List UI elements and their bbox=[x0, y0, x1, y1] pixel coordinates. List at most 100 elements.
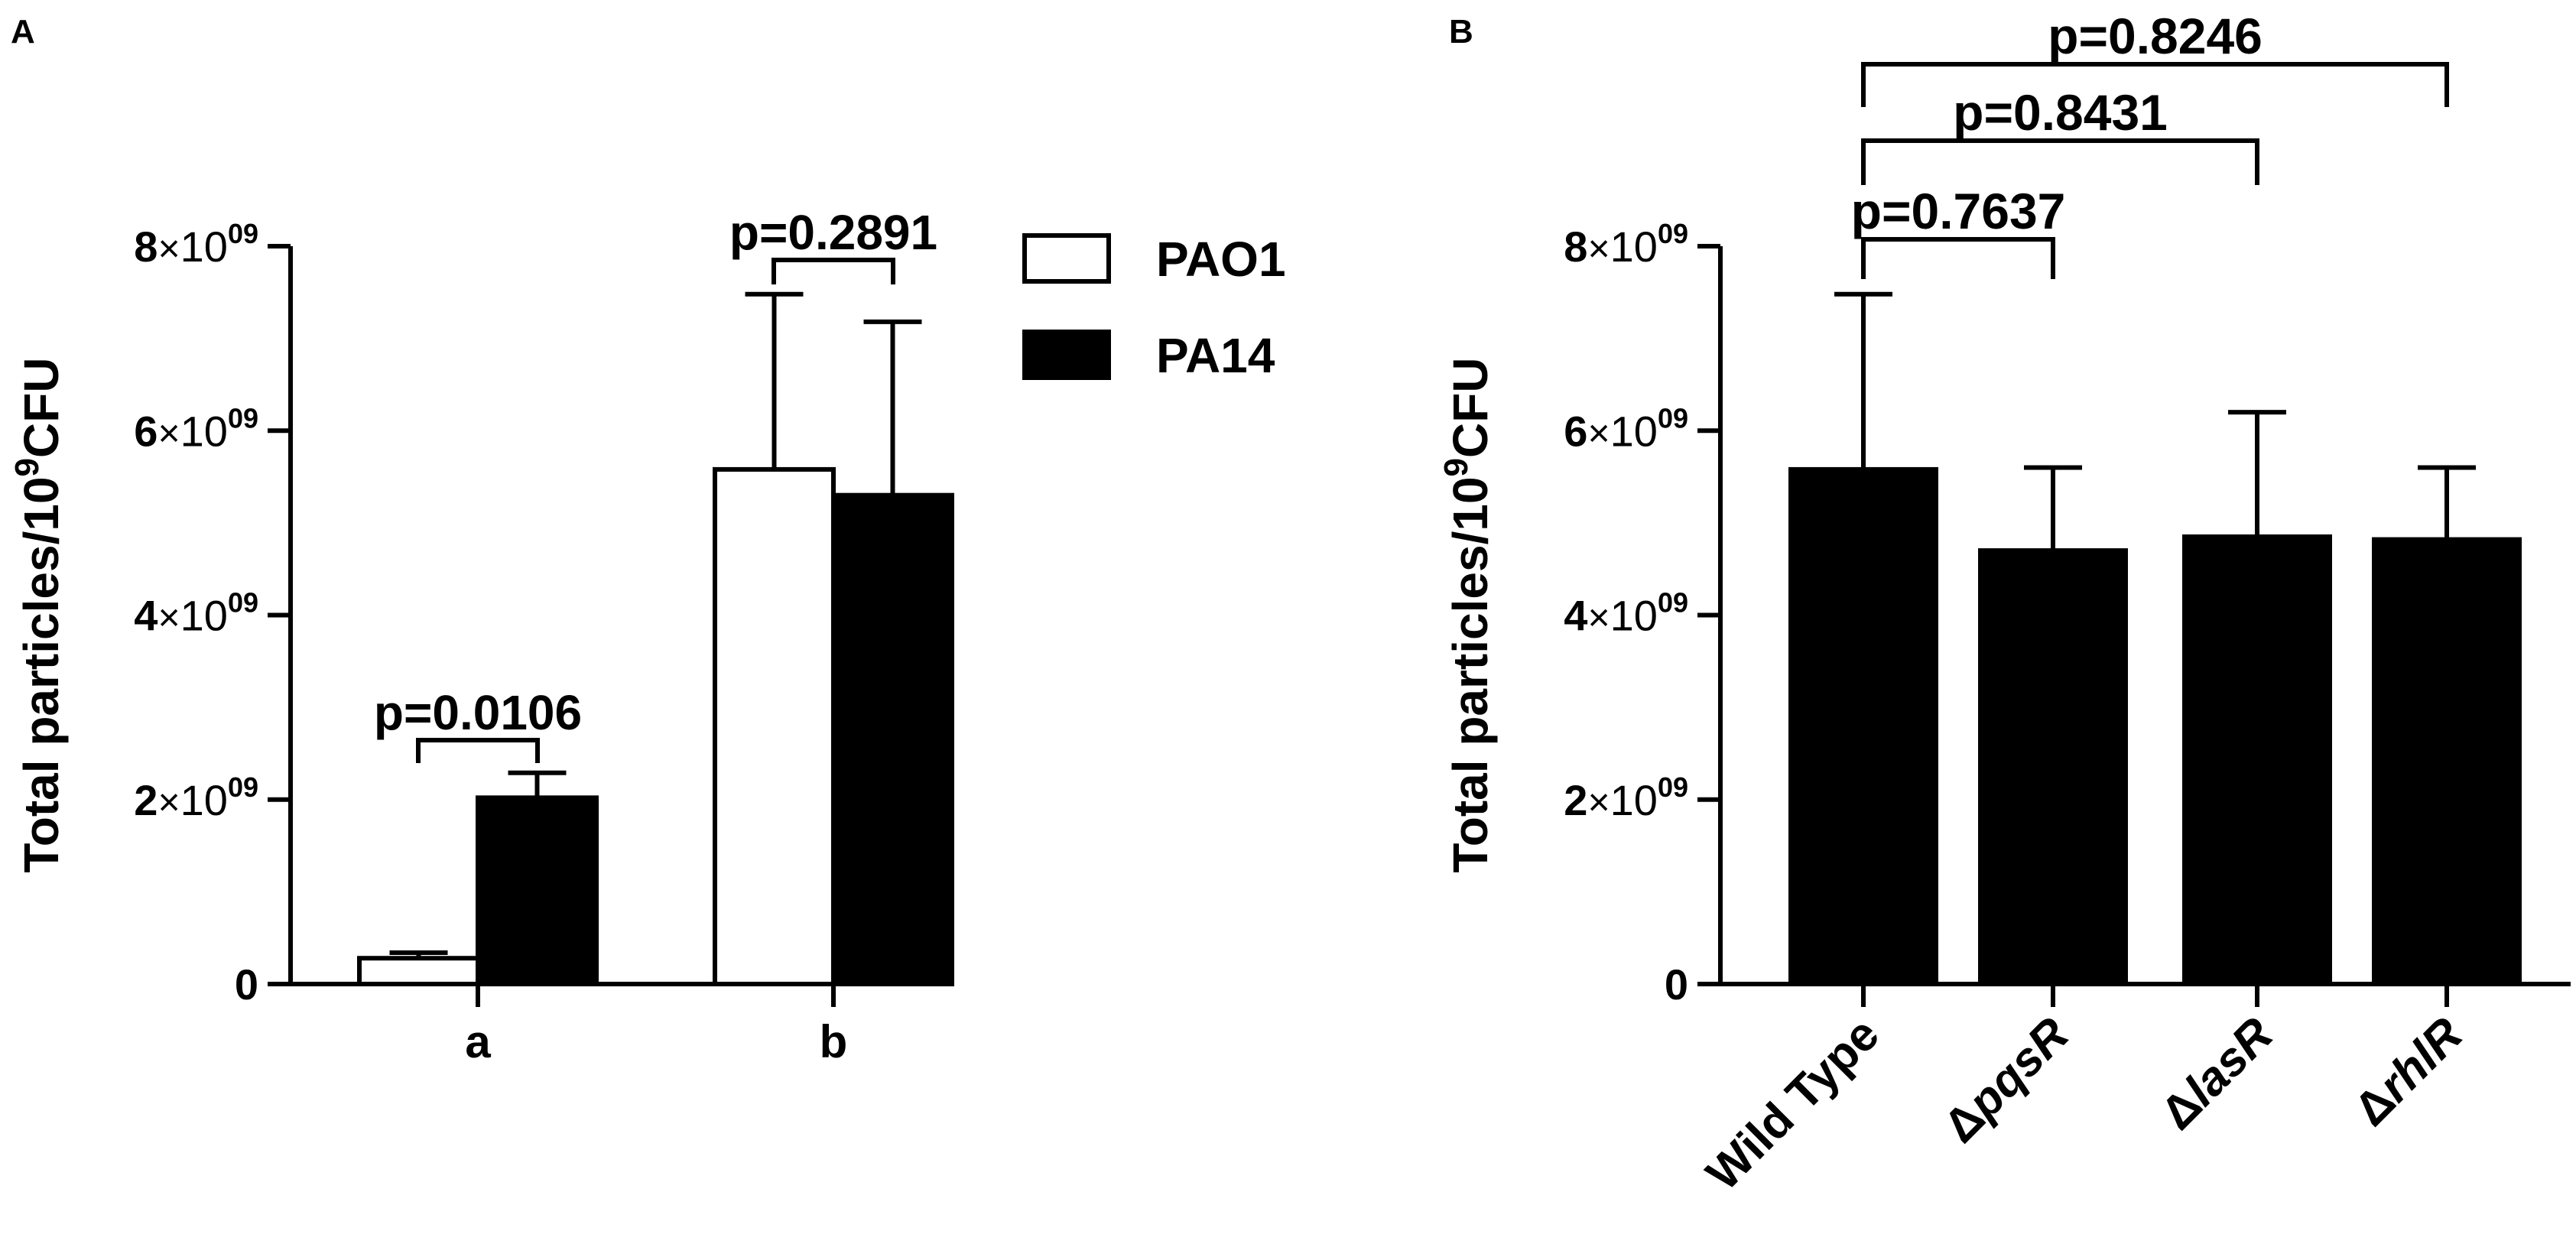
bracket-line bbox=[1861, 62, 2449, 107]
y-tick-exponent: 09 bbox=[1658, 771, 1688, 803]
y-tick-mantissa: 8 bbox=[134, 222, 158, 271]
series-pa14 bbox=[476, 319, 954, 987]
legend-swatch bbox=[1022, 233, 1111, 284]
y-tick-times: × bbox=[158, 227, 180, 270]
significance-bracket: p=0.0106 bbox=[374, 685, 582, 763]
y-axis-title-text: Total particles/10 bbox=[1443, 476, 1498, 872]
y-tick-times: × bbox=[1587, 596, 1610, 639]
significance-annotations: p=0.7637 p=0.8431 p=0.8246 bbox=[1851, 8, 2449, 279]
y-tick-times: × bbox=[1587, 781, 1610, 823]
x-tick-label: ΔrhlR bbox=[2344, 1008, 2473, 1136]
y-tick-exponent: 09 bbox=[228, 771, 258, 803]
p-value-label: p=0.8431 bbox=[1953, 84, 2168, 141]
y-tick-mantissa: 2 bbox=[1564, 776, 1587, 824]
panel-label: A bbox=[11, 13, 35, 50]
y-tick-label: 8×1009 bbox=[134, 218, 258, 271]
y-tick-exponent: 09 bbox=[228, 402, 258, 434]
p-value-label: p=0.7637 bbox=[1851, 183, 2066, 239]
y-tick-exponent: 09 bbox=[1658, 587, 1688, 619]
bracket-line bbox=[772, 258, 895, 284]
bar bbox=[1978, 548, 2128, 986]
error-bar bbox=[745, 291, 804, 469]
y-tick-mantissa: 6 bbox=[1564, 407, 1587, 455]
y-tick-mantissa: 0 bbox=[1665, 960, 1688, 1009]
legend-label: PA14 bbox=[1156, 328, 1275, 383]
y-tick-base: 10 bbox=[1610, 407, 1658, 455]
bar bbox=[1788, 466, 1938, 986]
y-tick-base: 10 bbox=[180, 592, 228, 640]
significance-bracket: p=0.7637 bbox=[1851, 183, 2066, 279]
error-bar bbox=[2418, 465, 2476, 540]
y-tick-times: × bbox=[158, 411, 180, 454]
error-bar bbox=[2228, 410, 2286, 537]
y-tick-times: × bbox=[1587, 227, 1610, 270]
panel-label: B bbox=[1449, 13, 1473, 50]
y-axis-title-superscript: 9 bbox=[1437, 458, 1475, 476]
y-tick-exponent: 09 bbox=[1658, 402, 1688, 434]
p-value-label: p=0.8246 bbox=[2048, 8, 2263, 64]
y-axis-title-text: Total particles/10 bbox=[14, 476, 69, 872]
x-axis: Wild Type ΔpqsR ΔlasR ΔrhlR bbox=[1697, 982, 2571, 1200]
bracket-line bbox=[1861, 138, 2259, 185]
y-tick-exponent: 09 bbox=[1658, 218, 1688, 249]
series-pao1 bbox=[357, 291, 836, 986]
y-tick-base: 10 bbox=[1610, 592, 1658, 640]
x-tick-name: Wild Type bbox=[1697, 1008, 1889, 1200]
error-bar bbox=[1834, 291, 1892, 469]
bar bbox=[2182, 534, 2332, 986]
y-tick-times: × bbox=[158, 781, 180, 823]
x-tick-label: a bbox=[465, 1016, 491, 1067]
y-axis-title-unit: CFU bbox=[1443, 357, 1498, 458]
y-tick-label: 6×1009 bbox=[1564, 402, 1688, 455]
y-tick-label: 8×1009 bbox=[1564, 218, 1688, 271]
y-tick-exponent: 09 bbox=[228, 218, 258, 249]
bar bbox=[357, 956, 480, 986]
y-tick-mantissa: 8 bbox=[1564, 222, 1587, 271]
y-tick-label: 0 bbox=[1665, 960, 1688, 1009]
y-axis-title-unit: CFU bbox=[14, 357, 69, 458]
y-tick-base: 10 bbox=[1610, 776, 1658, 824]
plot-area bbox=[357, 291, 954, 987]
bar bbox=[2372, 537, 2522, 986]
y-tick-exponent: 09 bbox=[228, 587, 258, 619]
plot-area bbox=[1788, 291, 2522, 986]
y-tick-times: × bbox=[158, 596, 180, 639]
y-tick-base: 10 bbox=[180, 776, 228, 824]
error-bar bbox=[2024, 465, 2082, 551]
y-tick-label: 0 bbox=[235, 960, 258, 1009]
x-tick-label: Wild Type bbox=[1697, 1008, 1889, 1200]
legend: PAO1 PA14 bbox=[1022, 232, 1286, 383]
y-tick-mantissa: 0 bbox=[235, 960, 258, 1009]
y-axis-title-superscript: 9 bbox=[8, 458, 46, 476]
y-axis-title: Total particles/109CFU bbox=[8, 357, 69, 872]
y-tick-label: 2×1009 bbox=[134, 771, 258, 824]
p-value-label: p=0.2891 bbox=[729, 205, 937, 260]
significance-bracket: p=0.8246 bbox=[1861, 8, 2449, 107]
y-tick-label: 4×1009 bbox=[1564, 587, 1688, 640]
error-bar bbox=[508, 770, 567, 798]
x-tick-label: ΔlasR bbox=[2151, 1008, 2283, 1140]
y-tick-mantissa: 4 bbox=[134, 592, 158, 640]
y-tick-times: × bbox=[1587, 411, 1610, 454]
bar bbox=[831, 492, 954, 986]
y-tick-label: 4×1009 bbox=[134, 587, 258, 640]
legend-swatch bbox=[1022, 330, 1111, 380]
x-tick-label: b bbox=[820, 1016, 848, 1067]
error-bar bbox=[389, 950, 448, 959]
bracket-line bbox=[1861, 237, 2055, 279]
y-tick-base: 10 bbox=[180, 222, 228, 271]
y-axis-title: Total particles/109CFU bbox=[1437, 357, 1498, 872]
y-tick-base: 10 bbox=[180, 407, 228, 455]
significance-bracket: p=0.2891 bbox=[729, 205, 937, 284]
y-tick-mantissa: 6 bbox=[134, 407, 158, 455]
legend-label: PAO1 bbox=[1156, 232, 1286, 287]
y-tick-mantissa: 2 bbox=[134, 776, 158, 824]
y-tick-label: 6×1009 bbox=[134, 402, 258, 455]
error-bar bbox=[863, 319, 922, 495]
bar bbox=[476, 795, 599, 987]
p-value-label: p=0.0106 bbox=[374, 685, 582, 740]
